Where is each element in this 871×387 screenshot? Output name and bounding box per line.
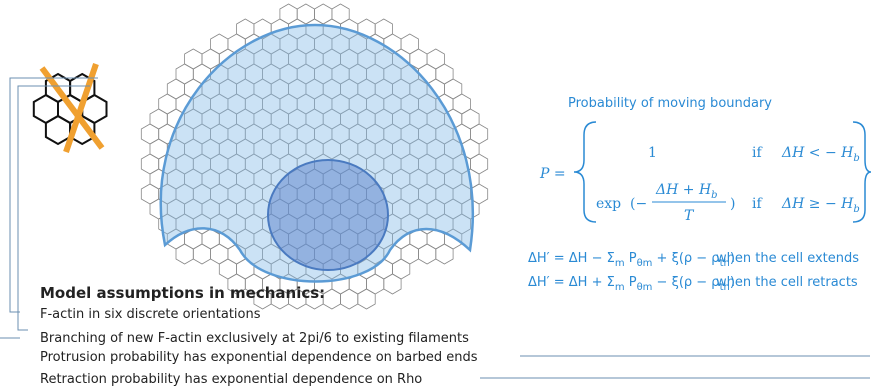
hex-cell <box>341 289 358 309</box>
icon-hex <box>46 116 70 144</box>
hex-cell <box>427 49 444 69</box>
hex-cell <box>141 184 158 204</box>
equation: ΔH′ = ΔH − Σm Pθm + ξ(ρ − ρth) <box>528 251 735 269</box>
hex-cell <box>176 244 193 264</box>
hex-cell <box>401 244 418 264</box>
hex-cell <box>323 289 340 309</box>
segment: ΔH + H <box>655 182 712 198</box>
hex-cell <box>462 109 479 129</box>
case-if: if <box>752 196 763 212</box>
equation-note: when the cell retracts <box>716 275 858 290</box>
case-value: 1 <box>648 145 657 161</box>
assumption: Branching of new F-actin exclusively at … <box>40 331 469 346</box>
subscript: m <box>615 258 625 269</box>
hex-cell <box>470 154 487 174</box>
segment: − ξ(ρ − ρ <box>652 275 719 290</box>
hex-cell <box>202 49 219 69</box>
hex-cell <box>315 4 332 24</box>
case-close: ) <box>730 196 735 212</box>
hex-cell <box>367 274 384 294</box>
title: Model assumptions in mechanics: <box>40 284 325 302</box>
hex-cell <box>150 109 167 129</box>
hex-cell <box>176 64 193 84</box>
subscript: θm <box>637 282 653 293</box>
case-condition: ΔH < − Hb <box>781 145 860 164</box>
hex-cell <box>436 244 453 264</box>
hex-cell <box>419 244 436 264</box>
case-if: if <box>752 145 763 161</box>
formula-heading: Probability of moving boundary <box>568 96 772 111</box>
subscript: b <box>853 153 859 164</box>
formula-lhs: P = <box>539 166 566 182</box>
hex-cell <box>444 79 461 99</box>
hex-cell <box>211 34 228 54</box>
hex-cell <box>470 124 487 144</box>
segment: ΔH ≥ − H <box>781 196 854 212</box>
case-open: (− <box>630 196 647 212</box>
equation: ΔH′ = ΔH + Σm Pθm − ξ(ρ − ρth) <box>528 275 735 293</box>
hex-cell <box>393 259 410 279</box>
hex-cell <box>297 4 314 24</box>
hex-cell <box>211 244 228 264</box>
hex-cell <box>159 94 176 114</box>
equation-note: when the cell extends <box>716 251 859 266</box>
segment: ΔH′ = ΔH + Σ <box>528 275 615 290</box>
case-condition: ΔH ≥ − Hb <box>781 196 860 215</box>
denominator: T <box>684 208 695 224</box>
hex-cell <box>401 34 418 54</box>
segment: P <box>625 251 637 266</box>
hex-cell <box>193 244 210 264</box>
subscript: b <box>711 190 717 201</box>
assumption: F-actin in six discrete orientations <box>40 307 261 322</box>
nucleus-region <box>268 160 388 270</box>
hex-cell <box>358 289 375 309</box>
hex-cell <box>150 139 167 159</box>
segment: ΔH < − H <box>781 145 854 161</box>
hex-cell <box>219 259 236 279</box>
hex-cell <box>141 154 158 174</box>
hex-cell <box>185 49 202 69</box>
hex-cell <box>141 124 158 144</box>
subscript: m <box>615 282 625 293</box>
equations: ΔH′ = ΔH − Σm Pθm + ξ(ρ − ρth)when the c… <box>528 251 859 293</box>
left-brace <box>574 122 596 222</box>
segment: + ξ(ρ − ρ <box>652 251 719 266</box>
hex-cell <box>453 94 470 114</box>
subscript: θm <box>637 258 653 269</box>
case-exp: exp <box>596 196 621 212</box>
assumption: Protrusion probability has exponential d… <box>40 350 478 365</box>
hex-cell <box>436 64 453 84</box>
hex-cell <box>332 4 349 24</box>
numerator: ΔH + Hb <box>655 182 718 201</box>
hex-cell <box>167 79 184 99</box>
segment: ΔH′ = ΔH − Σ <box>528 251 615 266</box>
diagram: Model assumptions in mechanics: F-actin … <box>0 0 871 387</box>
segment: P <box>625 275 637 290</box>
hex-cell <box>280 4 297 24</box>
hex-cell <box>384 274 401 294</box>
assumption: Retraction probability has exponential d… <box>40 372 422 387</box>
hex-cell <box>375 19 392 39</box>
subscript: b <box>853 204 859 215</box>
hex-cell <box>237 19 254 39</box>
